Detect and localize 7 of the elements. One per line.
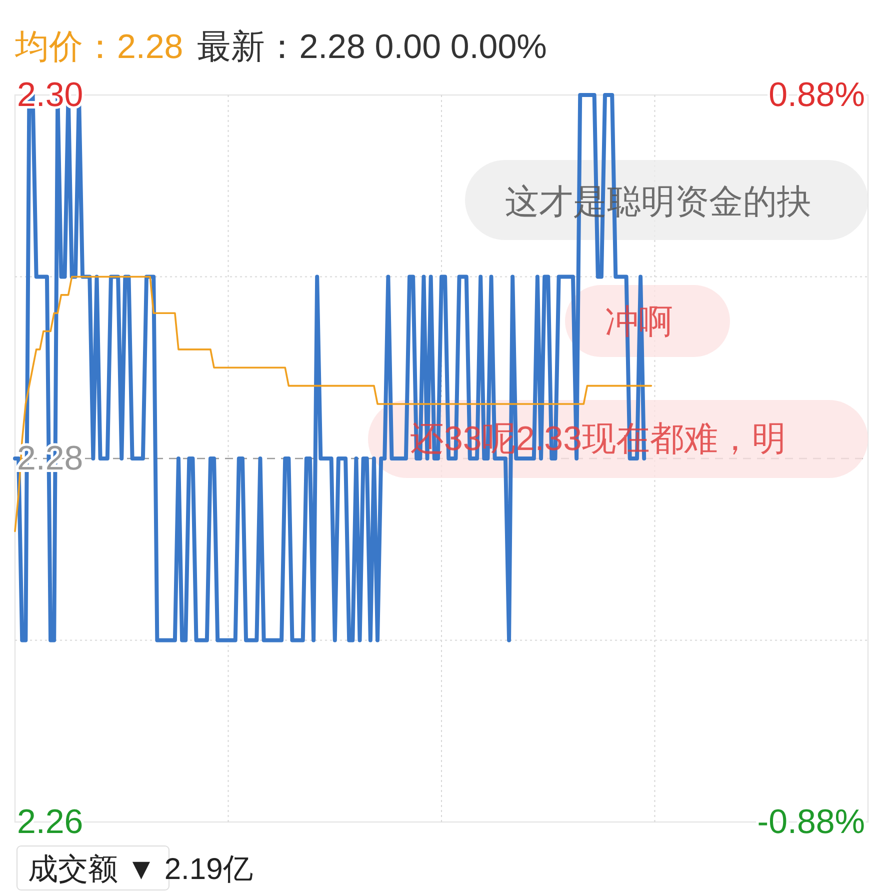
- chart-title: 均价：2.28: [14, 28, 184, 66]
- y-tick-label: 2.26: [17, 803, 84, 841]
- y2-tick-label: 0.88%: [768, 76, 865, 114]
- chart-subtitle: 最新：2.28 0.00 0.00%: [197, 28, 547, 66]
- text: 成交额 ▼ 2.19亿: [28, 853, 253, 886]
- y-tick-label: 2.30: [17, 76, 84, 114]
- y2-tick-label: -0.88%: [757, 803, 865, 841]
